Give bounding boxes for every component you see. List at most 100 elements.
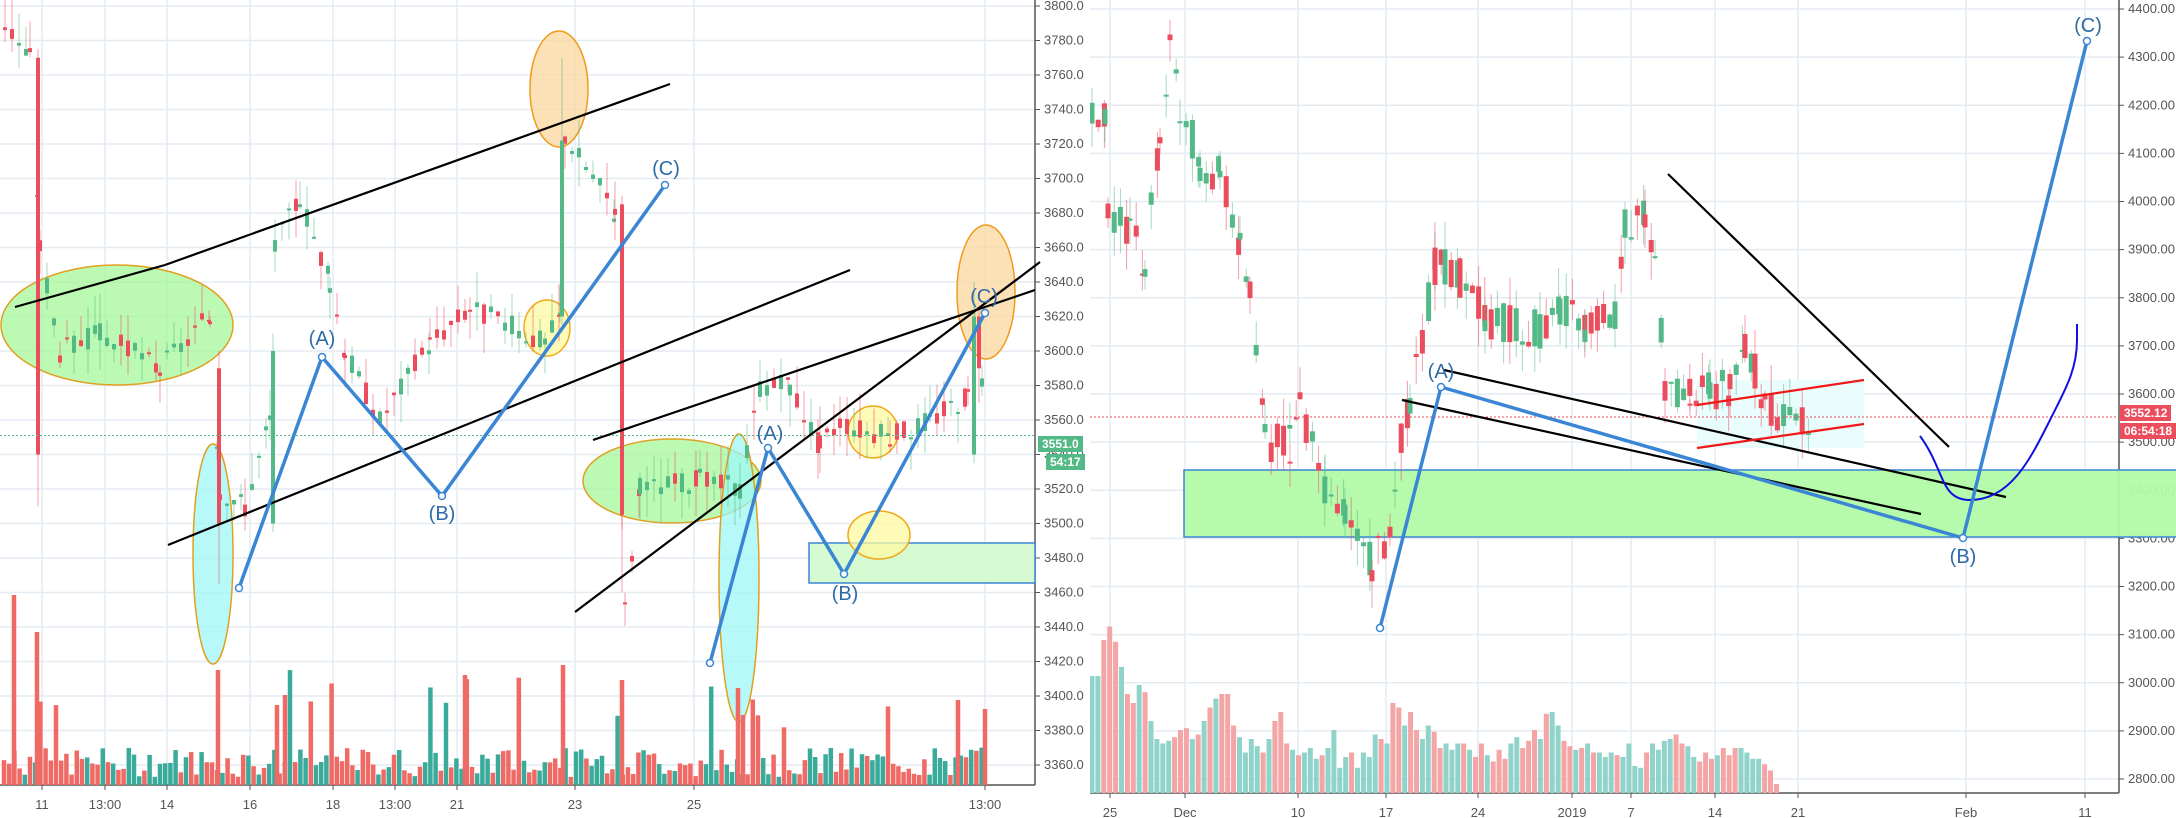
candle-body: [1247, 281, 1253, 299]
time-axis-label: Dec: [1173, 805, 1197, 818]
price-axis-label: 4000.00: [2128, 194, 2175, 209]
candle-body: [570, 150, 574, 155]
volume-bar: [1762, 764, 1768, 793]
candle-body: [1601, 303, 1607, 323]
volume-bar: [1390, 703, 1396, 793]
time-axis-label: 14: [160, 797, 174, 812]
candle-body: [972, 316, 976, 455]
wave-node[interactable]: [2082, 36, 2092, 46]
candle-body: [1375, 535, 1381, 538]
time-axis-label: 13:00: [969, 797, 1002, 812]
volume-bar: [355, 770, 360, 785]
volume-bar: [272, 749, 277, 785]
candle-body: [698, 468, 702, 473]
candle-body: [17, 42, 21, 46]
wave-node[interactable]: [1375, 623, 1385, 633]
trendline: [574, 261, 1041, 613]
price-axis-label: 3480.0: [1044, 550, 1084, 565]
candle-body: [1662, 381, 1668, 401]
candle-body: [1102, 109, 1108, 125]
candle-body: [1154, 148, 1160, 171]
candle-body: [1549, 307, 1555, 315]
wave-node[interactable]: [234, 583, 244, 593]
channel-line: [1696, 422, 1865, 450]
volume-bar: [740, 715, 746, 785]
candle-body: [312, 236, 316, 239]
volume-bar: [1602, 757, 1608, 793]
candle-body: [1105, 203, 1111, 219]
volume-bar: [188, 752, 194, 785]
candle-body: [1133, 225, 1139, 237]
volume-bar: [381, 769, 386, 785]
candle-body: [935, 413, 939, 424]
wave-node[interactable]: [705, 658, 715, 668]
wave-node[interactable]: [317, 352, 327, 362]
candle-body: [193, 325, 197, 328]
volume-bar: [225, 758, 230, 785]
wave-node[interactable]: [980, 308, 990, 318]
wave-node[interactable]: [763, 443, 773, 453]
wave-node[interactable]: [1958, 533, 1968, 543]
candle-body: [630, 556, 634, 562]
wave-label: (A): [309, 328, 336, 350]
volume-bar: [261, 767, 267, 785]
candle-body: [1297, 392, 1303, 400]
volume-bar: [334, 756, 340, 785]
trendline: [167, 268, 851, 547]
volume-bar: [1455, 743, 1461, 793]
volume-bar: [121, 768, 126, 785]
candle-body: [1707, 382, 1713, 399]
volume-bar: [604, 773, 610, 785]
candle-body: [250, 484, 254, 490]
candle-body: [1334, 503, 1340, 514]
volume-bar: [906, 768, 912, 785]
volume-bar: [1437, 748, 1443, 793]
volume-bar: [1520, 748, 1526, 793]
volume-bar: [1090, 676, 1095, 793]
trendline: [1667, 173, 1950, 448]
left-chart-canvas[interactable]: 3800.0 3780.0 3760.0 3740.0 3720.0 3700.0 3680…: [0, 0, 1090, 818]
candle-body: [942, 401, 946, 417]
candle-body: [1404, 399, 1410, 429]
volume-bar: [859, 754, 865, 785]
wave-node[interactable]: [660, 180, 670, 190]
candle-body: [1413, 354, 1419, 358]
wave-node[interactable]: [839, 569, 849, 579]
right-chart-pane[interactable]: 4400.00 4300.00 4200.00 4100.00 4000.00 3900.…: [1090, 0, 2176, 818]
candle-body: [10, 29, 14, 39]
volume-bar: [1532, 730, 1537, 793]
left-chart-pane[interactable]: 3800.0 3780.0 3760.0 3740.0 3720.0 3700.0 3680…: [0, 0, 1090, 818]
candle-body: [916, 418, 920, 435]
volume-bar: [1260, 752, 1266, 793]
volume-bar: [506, 750, 511, 785]
volume-bar: [147, 754, 152, 785]
volume-bar: [916, 774, 922, 785]
price-axis-label: 3100.00: [2128, 627, 2175, 642]
candle-body: [264, 426, 268, 431]
volume-bar: [552, 758, 558, 785]
price-axis-label: 3600.0: [1044, 343, 1084, 358]
volume-bar: [370, 764, 376, 785]
volume-bar: [142, 770, 147, 785]
candle-body: [475, 302, 479, 308]
wave-node[interactable]: [437, 491, 447, 501]
volume-bar: [69, 774, 74, 785]
volume-bar: [982, 709, 988, 785]
candle-body: [1634, 205, 1640, 216]
volume-bar: [1685, 746, 1691, 793]
candle-body: [305, 209, 309, 227]
volume-bar: [854, 767, 860, 785]
candle-body: [517, 330, 521, 339]
time-axis-label: 7: [1627, 805, 1634, 818]
candle-body: [172, 343, 176, 348]
candle-body: [1157, 137, 1163, 144]
candle-body: [1799, 407, 1805, 435]
wave-node[interactable]: [1436, 382, 1446, 392]
volume-bar: [1573, 749, 1579, 793]
volume-bar: [246, 755, 251, 785]
right-chart-canvas[interactable]: 4400.00 4300.00 4200.00 4100.00 4000.00 3900.…: [1090, 0, 2176, 818]
volume-bar: [766, 774, 771, 785]
candle-body: [1369, 570, 1375, 582]
volume-bar: [667, 770, 672, 785]
candle-body: [1448, 259, 1454, 288]
